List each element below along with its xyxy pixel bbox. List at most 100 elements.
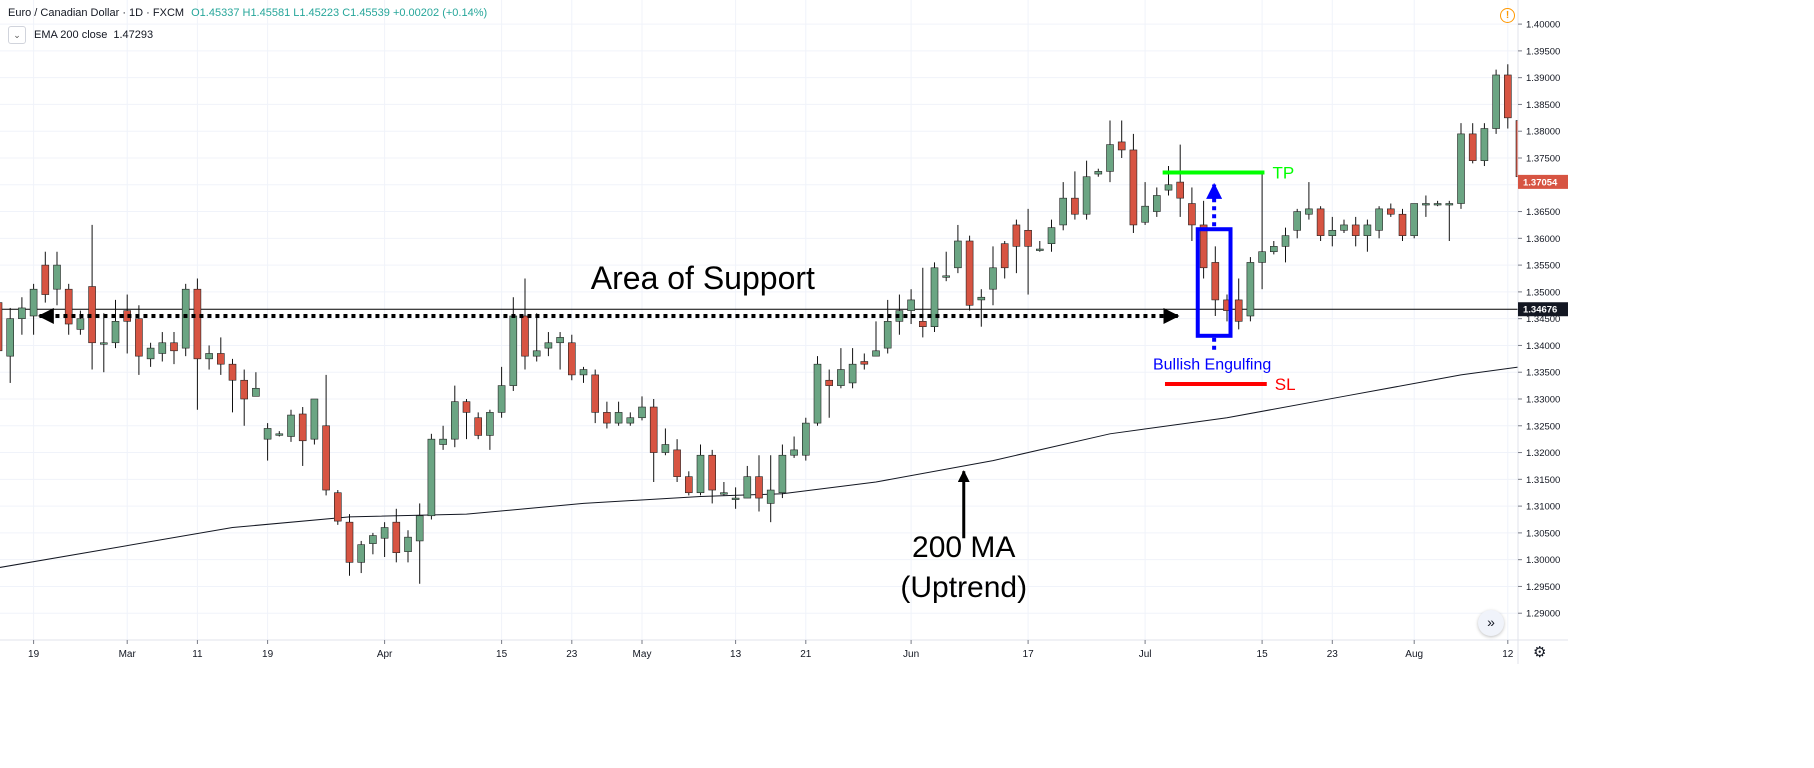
candle-body: [1468, 133, 1477, 161]
candle: [1410, 203, 1418, 239]
candle: [591, 369, 600, 424]
candle-body: [100, 342, 108, 345]
candle: [217, 337, 225, 375]
candle-body: [6, 318, 14, 357]
candle-body: [673, 449, 681, 477]
candle: [567, 334, 576, 381]
candle: [1117, 120, 1126, 158]
candle-body: [275, 433, 284, 436]
candle-body: [1480, 128, 1489, 161]
candle-body: [427, 438, 436, 517]
warning-icon[interactable]: !: [1500, 8, 1515, 23]
candle-body: [287, 414, 295, 437]
time-tick-label: 23: [1327, 649, 1339, 660]
candle-body: [1363, 224, 1372, 236]
candle: [193, 278, 202, 410]
candle: [801, 417, 810, 461]
time-tick-label: 15: [1257, 649, 1269, 660]
price-tick-label: 1.32500: [1526, 421, 1560, 432]
candle-body: [369, 535, 377, 544]
candle: [1351, 216, 1360, 247]
candle-body: [450, 401, 459, 440]
candle-body: [1422, 203, 1430, 206]
candle: [1059, 182, 1067, 231]
candle-body: [392, 521, 401, 554]
candle-body: [1153, 195, 1161, 212]
candle-body: [310, 398, 319, 440]
candle-body: [1445, 203, 1454, 206]
candle-body: [228, 363, 237, 381]
candle-body: [1281, 235, 1290, 247]
candle-body: [1211, 262, 1220, 301]
scroll-forward-button[interactable]: »: [1478, 610, 1504, 636]
candle-body: [1305, 208, 1313, 215]
candle: [1094, 168, 1103, 177]
candle-body: [1270, 246, 1278, 253]
candle-body: [930, 267, 939, 327]
candle: [462, 398, 471, 440]
candle: [766, 455, 775, 523]
price-tick-label: 1.38500: [1526, 100, 1560, 111]
time-tick-label: 19: [262, 649, 274, 660]
candle: [755, 455, 763, 512]
candle-body: [240, 379, 248, 400]
candle: [1188, 187, 1196, 242]
gear-icon[interactable]: ⚙: [1533, 644, 1547, 661]
candle-body: [53, 264, 61, 290]
candle: [1270, 241, 1278, 255]
uptrend-label: (Uptrend): [900, 571, 1027, 604]
candle: [1457, 123, 1465, 209]
candle: [1141, 182, 1149, 225]
candle-body: [333, 492, 342, 522]
candle: [1363, 219, 1372, 252]
candle-body: [848, 363, 857, 384]
candle-body: [205, 353, 213, 360]
candle-body: [1012, 224, 1021, 247]
candle: [6, 307, 14, 383]
candle-body: [860, 361, 869, 365]
time-tick-label: Jun: [903, 649, 919, 660]
price-tick-label: 1.34500: [1526, 314, 1560, 325]
candle-body: [778, 454, 787, 494]
candle-body: [181, 288, 190, 349]
candle-body: [1047, 227, 1056, 244]
candle: [532, 313, 541, 362]
time-tick-label: 19: [28, 649, 40, 660]
indicator-label: EMA 200 close: [34, 29, 108, 41]
candle-body: [263, 428, 272, 440]
candle: [333, 490, 342, 525]
candle-body: [837, 369, 845, 386]
price-tick-label: 1.29500: [1526, 582, 1560, 593]
candle-body: [626, 417, 635, 424]
time-tick-label: Aug: [1405, 649, 1423, 660]
candle: [731, 487, 740, 509]
candle: [310, 398, 319, 445]
candle: [100, 313, 108, 373]
candle: [1082, 160, 1091, 220]
candle: [146, 342, 155, 367]
candle: [954, 224, 962, 274]
candle: [1492, 69, 1500, 134]
ma-label: 200 MA: [912, 531, 1015, 564]
candle-body: [486, 412, 494, 436]
candle: [1328, 216, 1337, 247]
candle-body: [579, 369, 588, 376]
candle: [64, 283, 73, 335]
stop-loss-label: SL: [1275, 375, 1296, 394]
candle-body: [989, 267, 997, 290]
candle: [170, 332, 178, 365]
candle: [1071, 171, 1079, 220]
candle: [556, 332, 564, 370]
candle-body: [825, 379, 834, 386]
ema-200-line: [0, 366, 1518, 568]
candle: [930, 262, 939, 333]
candle: [1316, 206, 1325, 242]
candle: [1468, 123, 1477, 164]
candle: [825, 369, 834, 418]
candle: [603, 401, 611, 429]
price-tick-label: 1.39500: [1526, 46, 1560, 57]
chevron-down-icon[interactable]: ⌄: [8, 26, 26, 44]
bullish-engulfing-box: [1195, 227, 1233, 338]
candle-body: [404, 536, 412, 552]
